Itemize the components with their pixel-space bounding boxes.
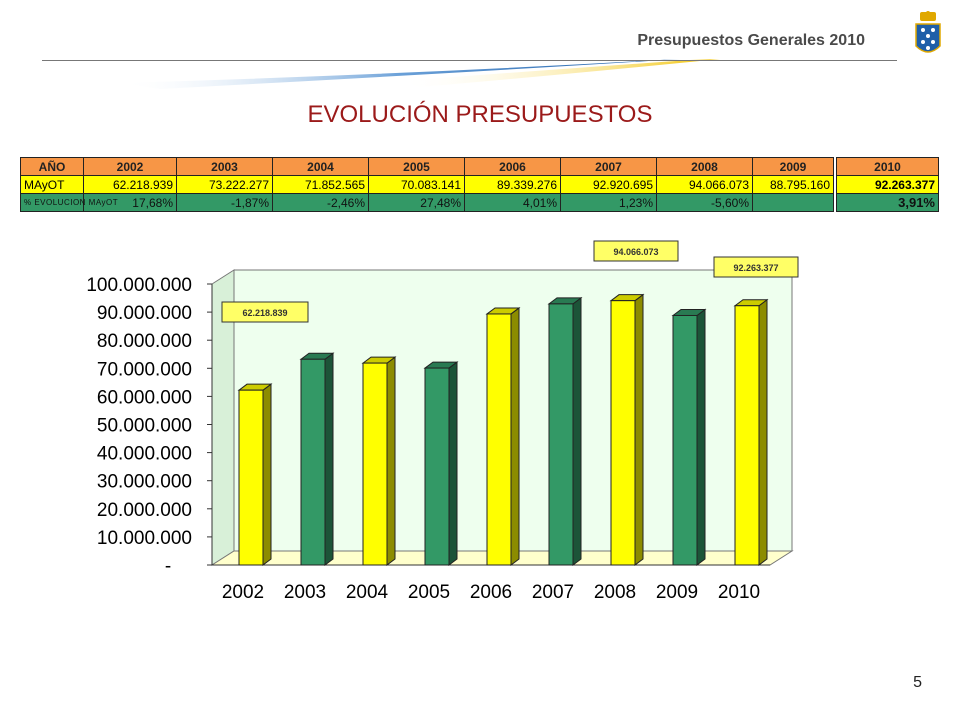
bar-side (448, 361, 458, 566)
bar (734, 305, 760, 566)
percent-cell: -1,87% (176, 193, 273, 212)
y-tick-label: - (165, 556, 171, 577)
y-tick-label: 10.000.000 (97, 528, 192, 549)
amount-cell: 88.795.160 (752, 175, 834, 194)
annotation-label: 62.218.839 (242, 308, 287, 318)
annotation-box (221, 301, 309, 323)
header-title: Presupuestos Generales 2010 (637, 32, 865, 49)
y-tick-label: 40.000.000 (97, 444, 192, 465)
bar (672, 314, 698, 566)
bar (238, 389, 264, 566)
bar-side (324, 352, 334, 566)
y-tick-label: 20.000.000 (97, 500, 192, 521)
annotation-box (713, 256, 799, 278)
table-header-label: AÑO (20, 157, 84, 176)
bar-side (634, 293, 644, 566)
bar (486, 313, 512, 566)
bar-side (696, 308, 706, 566)
y-tick-label: 50.000.000 (97, 416, 192, 437)
header-swoosh (120, 59, 720, 89)
percent-cell: 17,68% (83, 193, 177, 212)
x-tick-label: 2008 (594, 582, 636, 603)
bar-side (386, 356, 396, 566)
year-cell: 2003 (176, 157, 273, 176)
x-tick-label: 2010 (718, 582, 760, 603)
bar (610, 300, 636, 566)
bar (300, 358, 326, 566)
percent-cell-2010: 3,91% (836, 193, 939, 212)
bar (548, 303, 574, 566)
amount-cell: 73.222.277 (176, 175, 273, 194)
x-tick-label: 2007 (532, 582, 574, 603)
y-tick-label: 100.000.000 (86, 275, 192, 296)
percent-cell: -5,60% (656, 193, 753, 212)
bar (362, 362, 388, 566)
x-tick-label: 2002 (222, 582, 264, 603)
y-tick-label: 30.000.000 (97, 472, 192, 493)
table-header-row: AÑO 2002 2003 2004 2005 2006 2007 2008 2… (20, 157, 834, 176)
x-tick-label: 2003 (284, 582, 326, 603)
y-tick-label: 90.000.000 (97, 303, 192, 324)
annotation-box (593, 240, 679, 262)
bar-side (262, 383, 272, 566)
percent-cell: 27,48% (368, 193, 465, 212)
x-tick-label: 2005 (408, 582, 450, 603)
amount-cell: 94.066.073 (656, 175, 753, 194)
percent-cell: -2,46% (272, 193, 369, 212)
percent-cell: 4,01% (464, 193, 561, 212)
year-cell: 2007 (560, 157, 657, 176)
x-tick-label: 2009 (656, 582, 698, 603)
row-label: % EVOLUCION MAyOT (20, 193, 118, 212)
table-row-evolution: % EVOLUCION MAyOT 17,68% -1,87% -2,46% 2… (20, 193, 834, 212)
year-cell: 2004 (272, 157, 369, 176)
y-tick-label: 70.000.000 (97, 359, 192, 380)
page-number: 5 (913, 674, 922, 691)
annotation-label: 94.066.073 (613, 247, 658, 257)
amount-cell: 62.218.939 (83, 175, 177, 194)
amount-cell-2010: 92.263.377 (836, 175, 939, 194)
budget-table: AÑO 2002 2003 2004 2005 2006 2007 2008 2… (20, 157, 834, 212)
bar (424, 367, 450, 566)
annotation-label: 92.263.377 (733, 263, 778, 273)
x-tick-label: 2004 (346, 582, 389, 603)
y-tick-label: 80.000.000 (97, 331, 192, 352)
y-tick-label: 60.000.000 (97, 387, 192, 408)
page-title: EVOLUCIÓN PRESUPUESTOS (307, 101, 653, 128)
x-tick-label: 2006 (470, 582, 512, 603)
budget-table-2010: 2010 92.263.377 3,91% (836, 157, 939, 212)
year-cell: 2005 (368, 157, 465, 176)
year-cell: 2006 (464, 157, 561, 176)
bar-side (758, 298, 768, 566)
coat-of-arms-icon (915, 11, 941, 53)
year-cell: 2008 (656, 157, 753, 176)
bar-side (572, 296, 582, 566)
amount-cell: 92.920.695 (560, 175, 657, 194)
percent-cell (752, 193, 834, 212)
header-line (42, 60, 897, 61)
bar-side (510, 306, 520, 566)
